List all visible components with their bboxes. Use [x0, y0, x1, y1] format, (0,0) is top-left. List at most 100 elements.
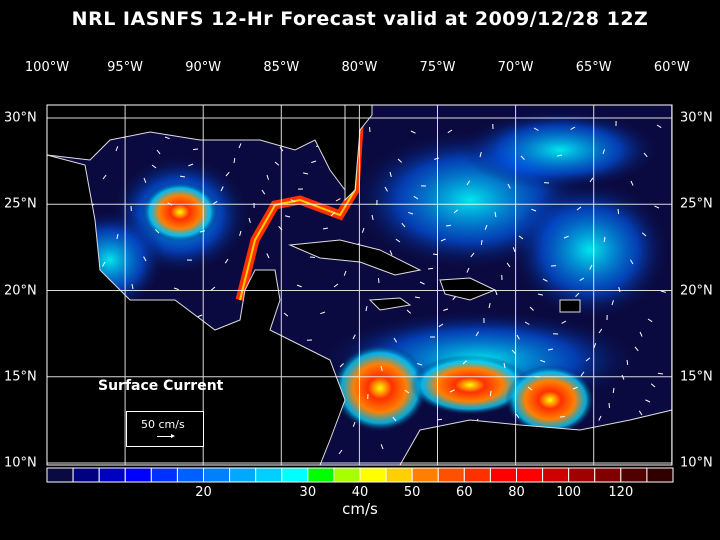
current-vector	[290, 199, 296, 203]
current-vector	[548, 348, 554, 351]
current-vector	[164, 136, 170, 140]
colorbar-swatch	[150, 467, 178, 483]
current-vector	[179, 175, 186, 178]
current-vector	[561, 320, 567, 324]
colorbar-swatch	[620, 467, 648, 483]
reference-vector-label: 50 cm/s	[141, 418, 185, 431]
graticule	[46, 105, 673, 465]
current-vector	[438, 323, 444, 328]
colorbar-tick-label: 60	[456, 485, 473, 500]
current-vector	[589, 177, 594, 183]
lon-label: 65°W	[575, 60, 612, 75]
current-vector	[401, 222, 406, 228]
current-vector	[389, 250, 393, 256]
current-vector	[210, 286, 216, 291]
lat-label-left: 10°N	[4, 455, 37, 471]
current-vector	[440, 238, 446, 242]
current-vector	[173, 287, 179, 291]
current-vector	[283, 312, 289, 317]
colorbar-tick-label: 100	[556, 485, 582, 500]
current-vector	[361, 227, 365, 233]
colorbar-swatch	[72, 467, 100, 483]
reference-vector-box: 50 cm/s	[126, 411, 204, 447]
lat-label-right: 30°N	[680, 110, 713, 126]
current-vector	[585, 357, 591, 362]
colorbar-tick-label: 120	[608, 485, 634, 500]
current-vector	[643, 152, 648, 158]
colorbar-tick-label: 80	[508, 485, 525, 500]
current-vector	[630, 180, 634, 186]
current-vector	[540, 359, 546, 363]
current-vector	[274, 161, 280, 166]
current-vector	[102, 174, 107, 180]
current-vector	[192, 148, 199, 151]
current-vector	[579, 277, 585, 282]
current-vector	[602, 149, 606, 155]
current-vector	[572, 386, 578, 390]
current-vector	[338, 449, 343, 455]
current-vector	[638, 410, 643, 416]
lon-label: 100°W	[24, 60, 70, 75]
current-vector	[656, 124, 662, 129]
colorbar-swatch	[463, 467, 491, 483]
current-vector	[634, 346, 639, 352]
current-vector	[453, 209, 459, 214]
colorbar-swatch	[385, 467, 413, 483]
current-vector	[102, 261, 106, 267]
current-vector	[511, 349, 516, 354]
lon-label: 70°W	[497, 60, 534, 75]
current-vector	[330, 212, 335, 217]
current-vector	[529, 306, 534, 311]
colorbar-swatch	[333, 467, 361, 483]
colorbar-tick-label: 30	[299, 485, 317, 500]
current-vector	[593, 343, 597, 349]
colorbar-swatch	[229, 467, 257, 483]
current-vector	[188, 163, 194, 167]
current-vector	[389, 171, 392, 177]
current-vector	[377, 277, 380, 284]
current-vector	[657, 372, 664, 375]
current-vector	[542, 278, 548, 282]
current-vector	[470, 252, 475, 258]
current-vector	[570, 126, 576, 130]
lat-label-left: 15°N	[4, 369, 37, 385]
current-vector	[484, 224, 488, 230]
current-vector	[612, 387, 615, 394]
lon-label: 90°W	[185, 60, 222, 75]
current-vector	[515, 413, 520, 419]
current-vector	[384, 186, 388, 192]
current-vector	[489, 390, 492, 397]
current-vector	[494, 211, 497, 218]
current-vector	[248, 217, 251, 223]
current-vector	[220, 186, 224, 192]
current-vector	[611, 300, 614, 306]
lon-label: 75°W	[419, 60, 456, 75]
current-vector	[311, 160, 317, 164]
current-vector	[333, 283, 339, 288]
current-vector	[238, 143, 242, 149]
current-vector	[480, 239, 483, 246]
current-speed-field	[53, 109, 670, 461]
current-vector	[589, 264, 593, 270]
colorbar-swatch	[124, 467, 152, 483]
colorbar-swatch	[489, 467, 517, 483]
colorbar-swatch	[46, 467, 74, 483]
map-frame	[46, 104, 673, 466]
current-vector	[516, 334, 520, 340]
current-vector	[322, 227, 328, 230]
current-vector	[296, 284, 302, 288]
current-vector	[654, 205, 660, 209]
current-vector	[531, 208, 537, 212]
lat-label-right: 15°N	[680, 369, 713, 385]
current-vector	[371, 214, 374, 220]
colorbar	[46, 467, 674, 483]
current-vector	[449, 389, 455, 393]
lat-label-left: 20°N	[4, 283, 37, 298]
current-vector	[131, 284, 134, 290]
current-vector	[598, 415, 602, 421]
current-vector	[563, 235, 569, 239]
current-vector	[557, 154, 563, 157]
current-vector	[647, 318, 653, 323]
current-vector	[261, 189, 266, 195]
current-vector	[506, 262, 511, 268]
